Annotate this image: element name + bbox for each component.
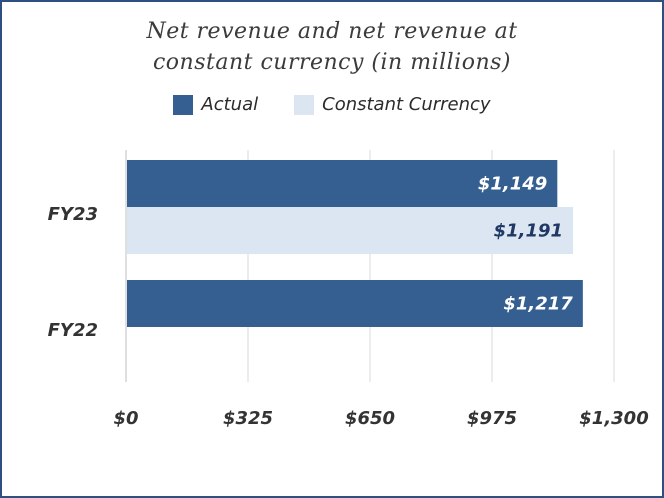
- x-tick-label: $0: [113, 408, 138, 429]
- bar: [127, 207, 574, 254]
- bar-data-label: $1,149: [478, 174, 547, 195]
- bar: [127, 160, 558, 207]
- chart-legend: Actual Constant Currency: [2, 94, 662, 115]
- legend-label-constant-currency: Constant Currency: [322, 94, 491, 115]
- y-category-label: FY22: [48, 320, 98, 341]
- y-category-label: FY23: [48, 204, 98, 225]
- chart-title: Net revenue and net revenue at constant …: [2, 16, 662, 78]
- x-tick-label: $325: [223, 408, 273, 429]
- x-tick-label: $650: [345, 408, 395, 429]
- x-tick-label: $975: [467, 408, 517, 429]
- legend-item-constant-currency: Constant Currency: [294, 94, 491, 115]
- legend-swatch-constant-currency: [294, 94, 315, 115]
- bar: [127, 280, 583, 327]
- bar-data-label: $1,191: [494, 221, 563, 242]
- legend-label-actual: Actual: [201, 94, 259, 115]
- legend-swatch-actual: [173, 94, 194, 115]
- legend-item-actual: Actual: [173, 94, 258, 115]
- chart-title-line1: Net revenue and net revenue at: [146, 19, 518, 44]
- x-tick-label: $1,300: [579, 408, 648, 429]
- chart-title-line2: constant currency (in millions): [152, 50, 511, 75]
- bar-data-label: $1,217: [503, 294, 573, 315]
